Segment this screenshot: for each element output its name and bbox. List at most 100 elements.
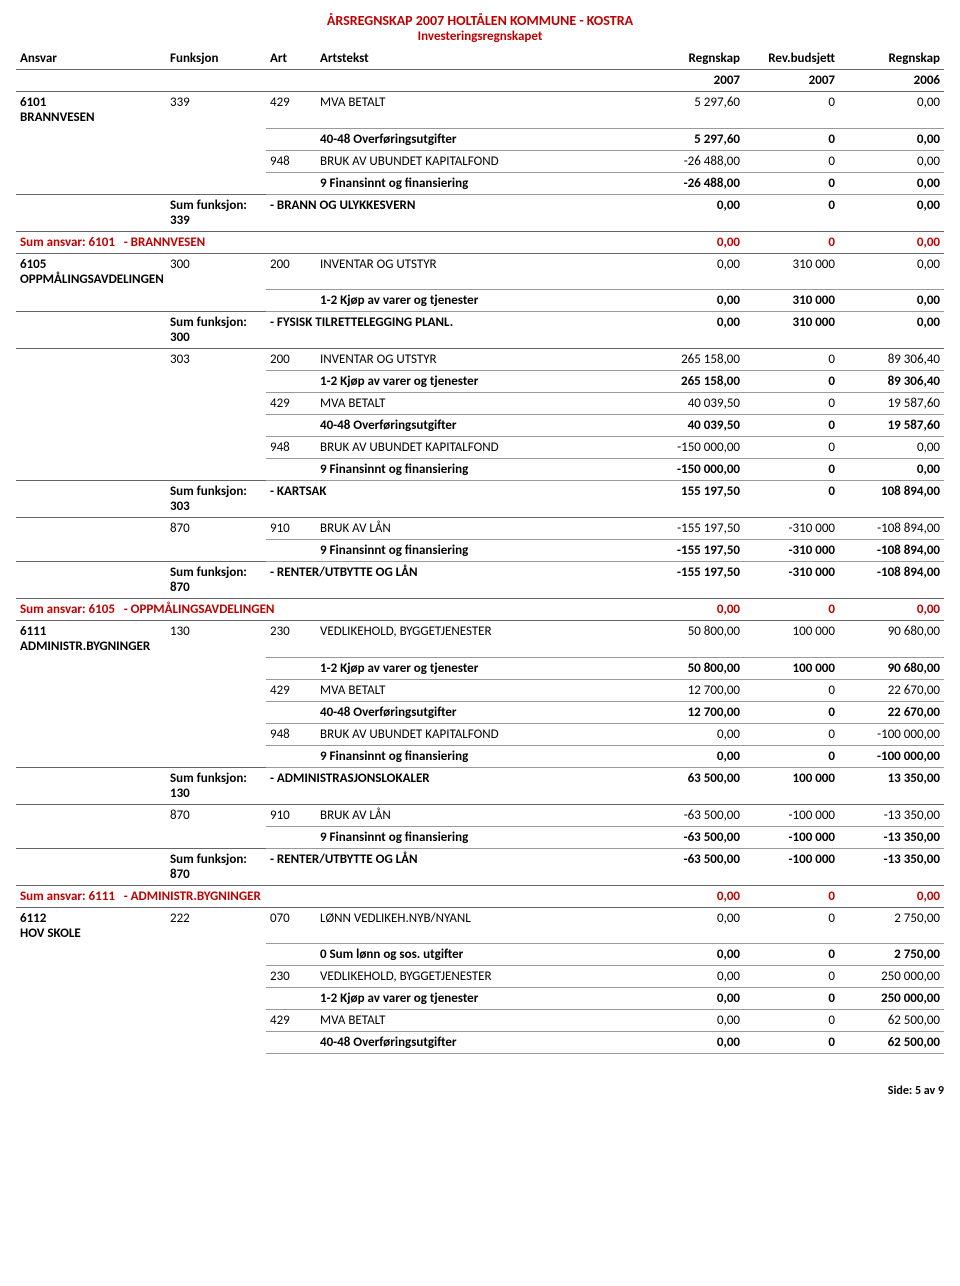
ansvar-cell — [16, 349, 166, 371]
sum-funksjon-value: -63 500,00 — [639, 848, 744, 885]
page-footer: Side: 5 av 9 — [16, 1084, 944, 1098]
ansvar-cell — [16, 437, 166, 459]
ansvar-cell — [16, 1010, 166, 1032]
sum-funksjon-value: 0,00 — [839, 312, 944, 349]
table-row: 40-48 Overføringsutgifter12 700,00022 67… — [16, 701, 944, 723]
value-cell: 0,00 — [839, 437, 944, 459]
art-cell: 429 — [266, 92, 316, 129]
value-cell: 12 700,00 — [639, 701, 744, 723]
value-cell: -26 488,00 — [639, 172, 744, 194]
value-cell: 90 680,00 — [839, 657, 944, 679]
art-cell — [266, 371, 316, 393]
value-cell: 2 750,00 — [839, 944, 944, 966]
col-funksjon: Funksjon — [166, 48, 266, 70]
art-cell: 948 — [266, 437, 316, 459]
funksjon-cell — [166, 988, 266, 1010]
artstekst-cell: MVA BETALT — [316, 92, 639, 129]
artstekst-cell: 40-48 Overføringsutgifter — [316, 701, 639, 723]
value-cell: 0,00 — [639, 907, 744, 944]
artstekst-cell: INVENTAR OG UTSTYR — [316, 349, 639, 371]
ansvar-cell — [16, 826, 166, 848]
value-cell: 12 700,00 — [639, 679, 744, 701]
artstekst-cell: LØNN VEDLIKEH.NYB/NYANL — [316, 907, 639, 944]
sum-funksjon-value: 0,00 — [639, 312, 744, 349]
funksjon-cell: 339 — [166, 92, 266, 129]
art-cell: 429 — [266, 393, 316, 415]
value-cell: 5 297,60 — [639, 92, 744, 129]
funksjon-cell: 300 — [166, 253, 266, 290]
value-cell: 310 000 — [744, 253, 839, 290]
value-cell: 2 750,00 — [839, 907, 944, 944]
ansvar-cell — [16, 679, 166, 701]
table-row: Sum ansvar: 6101 - BRANNVESEN0,0000,00 — [16, 231, 944, 253]
value-cell: 0 — [744, 150, 839, 172]
ansvar-cell — [16, 966, 166, 988]
artstekst-cell: BRUK AV UBUNDET KAPITALFOND — [316, 437, 639, 459]
ansvar-cell: 6112HOV SKOLE — [16, 907, 166, 944]
value-cell: 0,00 — [639, 253, 744, 290]
sum-ansvar-value: 0,00 — [639, 599, 744, 621]
value-cell: 90 680,00 — [839, 621, 944, 658]
artstekst-cell: 9 Finansinnt og finansiering — [316, 745, 639, 767]
table-row: 948BRUK AV UBUNDET KAPITALFOND-150 000,0… — [16, 437, 944, 459]
table-row: 9 Finansinnt og finansiering-155 197,50-… — [16, 540, 944, 562]
ansvar-cell — [16, 393, 166, 415]
value-cell: 89 306,40 — [839, 371, 944, 393]
table-row: 230VEDLIKEHOLD, BYGGETJENESTER0,000250 0… — [16, 966, 944, 988]
value-cell: 19 587,60 — [839, 415, 944, 437]
value-cell: 0,00 — [639, 988, 744, 1010]
art-cell — [266, 415, 316, 437]
table-row: 429MVA BETALT0,00062 500,00 — [16, 1010, 944, 1032]
art-cell: 230 — [266, 621, 316, 658]
sum-funksjon-label: Sum funksjon: 870 — [166, 562, 266, 599]
sum-funksjon-value: 0 — [744, 194, 839, 231]
value-cell: 265 158,00 — [639, 371, 744, 393]
table-row: Sum funksjon: 870- RENTER/UTBYTTE OG LÅN… — [16, 562, 944, 599]
value-cell: -310 000 — [744, 540, 839, 562]
value-cell: 0 — [744, 1010, 839, 1032]
art-cell — [266, 172, 316, 194]
art-cell — [266, 459, 316, 481]
sum-funksjon-tekst: - RENTER/UTBYTTE OG LÅN — [266, 562, 639, 599]
art-cell — [266, 540, 316, 562]
value-cell: -108 894,00 — [839, 518, 944, 540]
value-cell: 0,00 — [839, 253, 944, 290]
value-cell: 0 — [744, 907, 839, 944]
value-cell: 0,00 — [839, 150, 944, 172]
artstekst-cell: 9 Finansinnt og finansiering — [316, 459, 639, 481]
ansvar-cell — [16, 518, 166, 540]
sum-funksjon-value: -100 000 — [744, 848, 839, 885]
table-row: 1-2 Kjøp av varer og tjenester50 800,001… — [16, 657, 944, 679]
value-cell: 0 — [744, 944, 839, 966]
value-cell: 40 039,50 — [639, 415, 744, 437]
value-cell: 100 000 — [744, 621, 839, 658]
col-revbudsjett: Rev.budsjett — [744, 48, 839, 70]
table-row: 6112HOV SKOLE222070LØNN VEDLIKEH.NYB/NYA… — [16, 907, 944, 944]
funksjon-cell — [166, 679, 266, 701]
sum-funksjon-value: -108 894,00 — [839, 562, 944, 599]
artstekst-cell: BRUK AV UBUNDET KAPITALFOND — [316, 150, 639, 172]
table-row: 948BRUK AV UBUNDET KAPITALFOND-26 488,00… — [16, 150, 944, 172]
art-cell: 910 — [266, 518, 316, 540]
art-cell: 200 — [266, 349, 316, 371]
value-cell: 0 — [744, 459, 839, 481]
table-row: Sum funksjon: 870- RENTER/UTBYTTE OG LÅN… — [16, 848, 944, 885]
value-cell: -108 894,00 — [839, 540, 944, 562]
sum-ansvar-value: 0,00 — [839, 885, 944, 907]
funksjon-cell — [166, 437, 266, 459]
funksjon-cell — [166, 415, 266, 437]
ansvar-cell — [16, 657, 166, 679]
table-row: 9 Finansinnt og finansiering-63 500,00-1… — [16, 826, 944, 848]
col-ansvar: Ansvar — [16, 48, 166, 70]
art-cell: 230 — [266, 966, 316, 988]
value-cell: 0,00 — [639, 290, 744, 312]
artstekst-cell: 1-2 Kjøp av varer og tjenester — [316, 657, 639, 679]
artstekst-cell: MVA BETALT — [316, 1010, 639, 1032]
sum-funksjon-value: 13 350,00 — [839, 767, 944, 804]
sum-ansvar-value: 0 — [744, 599, 839, 621]
funksjon-cell — [166, 944, 266, 966]
value-cell: 0,00 — [839, 92, 944, 129]
ansvar-cell — [16, 371, 166, 393]
artstekst-cell: 1-2 Kjøp av varer og tjenester — [316, 371, 639, 393]
sum-funksjon-value: 0 — [744, 481, 839, 518]
